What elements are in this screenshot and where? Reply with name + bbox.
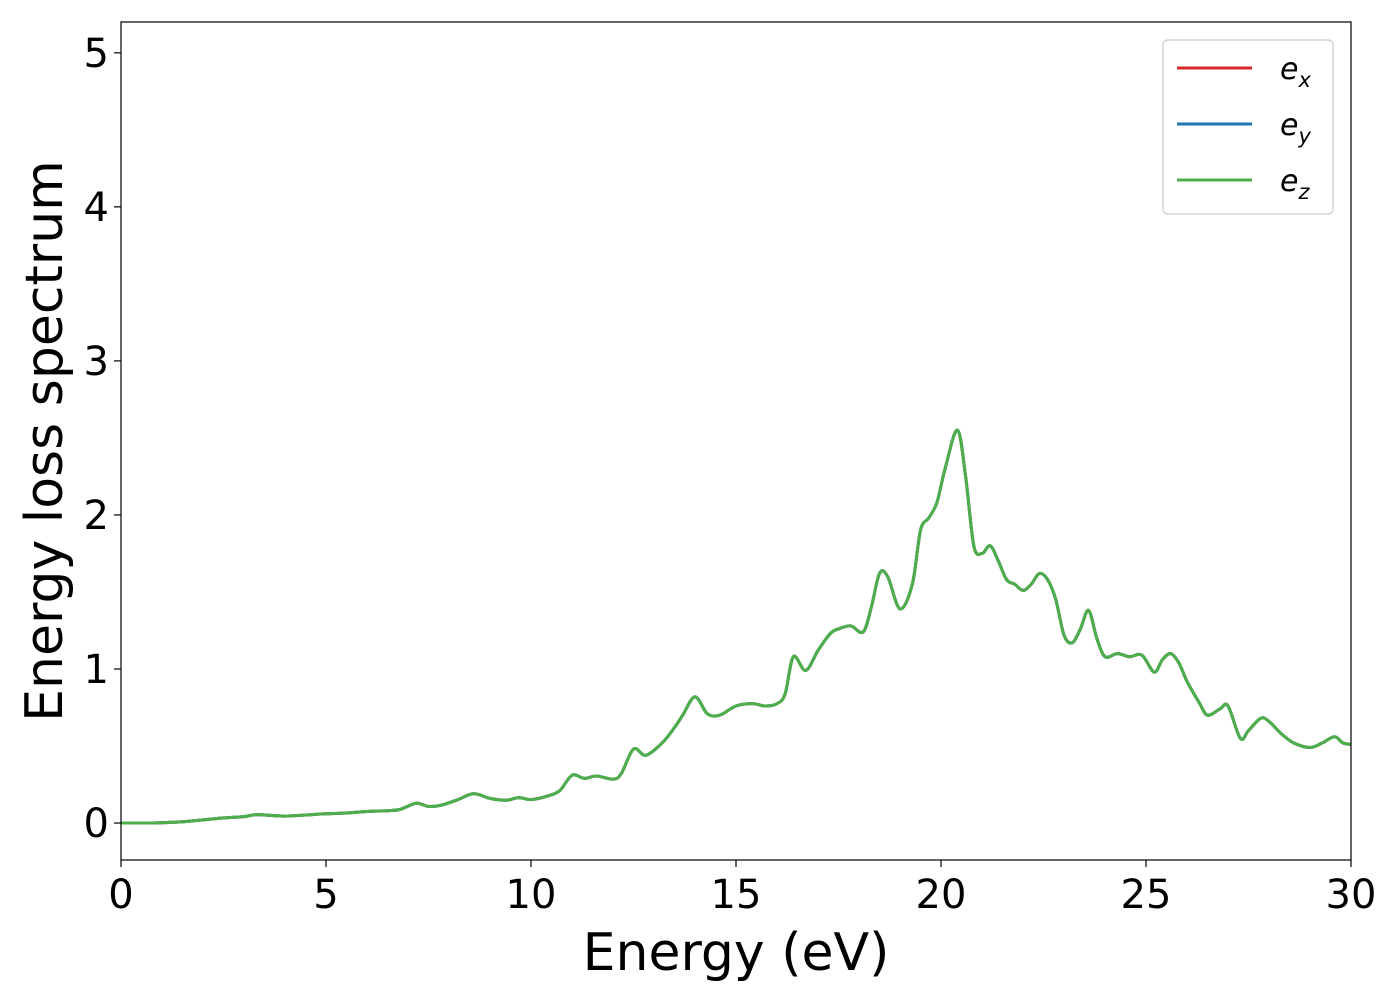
y-tick-label: 1 — [84, 647, 109, 693]
axes: 0 5 10 15 20 25 30 0 1 2 3 4 5 — [84, 21, 1377, 918]
x-tick-label: 20 — [916, 872, 967, 918]
x-tick-label: 10 — [506, 872, 557, 918]
series-line-e-z — [121, 428, 1351, 825]
plot-area — [121, 428, 1351, 825]
x-tick-label: 5 — [313, 872, 338, 918]
y-tick-label: 0 — [84, 801, 109, 847]
series-lines — [121, 428, 1351, 825]
y-axis-label: Energy loss spectrum — [15, 160, 75, 722]
x-tick-label: 0 — [108, 872, 133, 918]
y-tick-label: 4 — [84, 185, 109, 231]
y-tick-label: 2 — [84, 493, 109, 539]
x-axis-label: Energy (eV) — [583, 923, 890, 983]
x-tick-label: 15 — [711, 872, 762, 918]
x-tick-label: 25 — [1121, 872, 1172, 918]
legend-box — [1162, 39, 1334, 215]
y-tick-label: 5 — [84, 31, 109, 77]
x-tick-label: 30 — [1326, 872, 1377, 918]
y-tick-label: 3 — [84, 339, 109, 385]
